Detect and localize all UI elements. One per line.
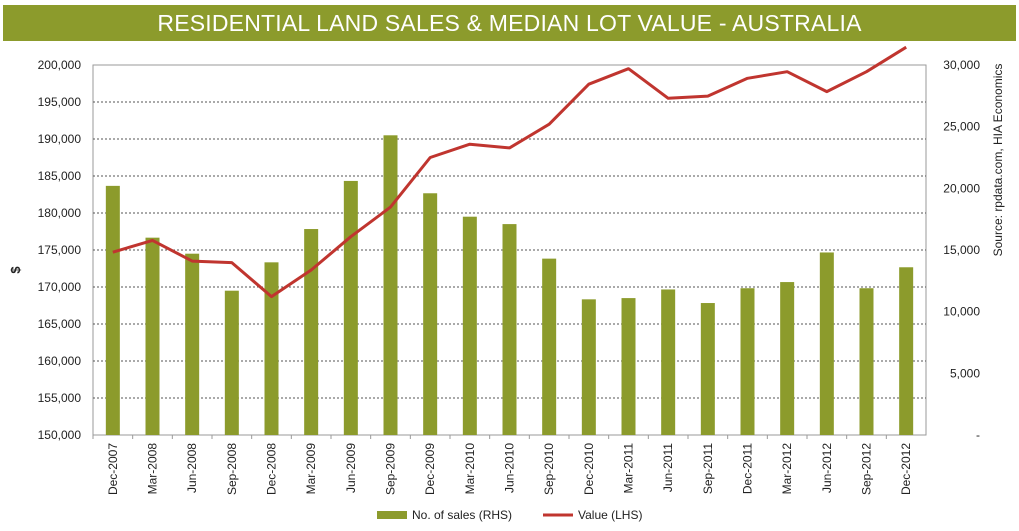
chart-title: RESIDENTIAL LAND SALES & MEDIAN LOT VALU…	[157, 9, 862, 36]
bar	[264, 262, 279, 435]
right-tick-label: -	[976, 428, 980, 442]
x-tick-label: Dec-2009	[423, 443, 437, 495]
legend-swatch-bar	[377, 511, 407, 519]
x-tick-label: Jun-2011	[661, 443, 675, 492]
x-tick-label: Mar-2010	[463, 443, 477, 495]
left-tick-label: 185,000	[38, 169, 82, 183]
right-tick-label: 25,000	[943, 120, 980, 134]
bar	[542, 258, 557, 435]
chart-title-bar: RESIDENTIAL LAND SALES & MEDIAN LOT VALU…	[3, 5, 1016, 41]
bar	[700, 303, 715, 435]
x-tick-label: Sep-2009	[384, 443, 398, 495]
x-tick-label: Mar-2011	[622, 443, 636, 494]
x-tick-label: Sep-2010	[542, 443, 556, 495]
bar	[185, 253, 200, 435]
x-tick-label: Sep-2012	[860, 443, 874, 495]
right-tick-label: 5,000	[950, 366, 980, 380]
x-tick-label: Sep-2008	[225, 443, 239, 495]
right-tick-label: 20,000	[943, 181, 980, 195]
bar	[145, 237, 160, 435]
x-tick-label: Mar-2008	[146, 443, 160, 495]
bar	[661, 289, 676, 435]
right-tick-label: 15,000	[943, 243, 980, 257]
left-tick-label: 155,000	[38, 391, 82, 405]
left-tick-label: 175,000	[38, 243, 82, 257]
legend-label-bar: No. of sales (RHS)	[412, 508, 512, 522]
left-tick-label: 150,000	[38, 428, 82, 442]
y-axis-label: $	[8, 266, 23, 274]
right-tick-label: 30,000	[943, 58, 980, 72]
bar	[423, 193, 438, 435]
left-tick-label: 180,000	[38, 206, 82, 220]
bar	[105, 185, 120, 435]
bar	[304, 229, 319, 435]
bar	[859, 288, 874, 435]
x-tick-label: Mar-2009	[304, 443, 318, 495]
bar	[343, 180, 358, 435]
bar	[224, 290, 239, 435]
x-tick-label: Dec-2012	[899, 443, 913, 495]
bar	[462, 216, 477, 435]
x-tick-label: Sep-2011	[701, 443, 715, 494]
bar	[780, 282, 795, 435]
x-tick-label: Jun-2012	[820, 443, 834, 493]
left-tick-label: 165,000	[38, 317, 82, 331]
x-tick-label: Mar-2012	[780, 443, 794, 495]
source-note: Source: rpdata.com, HIA Economics	[991, 64, 1005, 257]
left-tick-label: 160,000	[38, 354, 82, 368]
left-tick-label: 190,000	[38, 132, 82, 146]
bar	[621, 298, 636, 435]
x-tick-label: Jun-2008	[185, 443, 199, 493]
x-tick-label: Dec-2007	[106, 443, 120, 495]
left-tick-label: 195,000	[38, 95, 82, 109]
bar	[502, 224, 517, 435]
right-tick-label: 10,000	[943, 305, 980, 319]
bar	[819, 252, 834, 435]
bar	[899, 267, 914, 435]
bar	[740, 288, 755, 435]
legend-label-line: Value (LHS)	[578, 508, 642, 522]
x-tick-label: Dec-2010	[582, 443, 596, 495]
x-tick-label: Dec-2011	[741, 443, 755, 494]
bar	[581, 299, 596, 435]
left-tick-label: 200,000	[38, 58, 82, 72]
left-tick-label: 170,000	[38, 280, 82, 294]
x-tick-label: Dec-2008	[265, 443, 279, 495]
x-tick-label: Jun-2010	[503, 443, 517, 493]
line-series	[112, 45, 907, 299]
x-tick-label: Jun-2009	[344, 443, 358, 493]
bar	[383, 135, 398, 436]
